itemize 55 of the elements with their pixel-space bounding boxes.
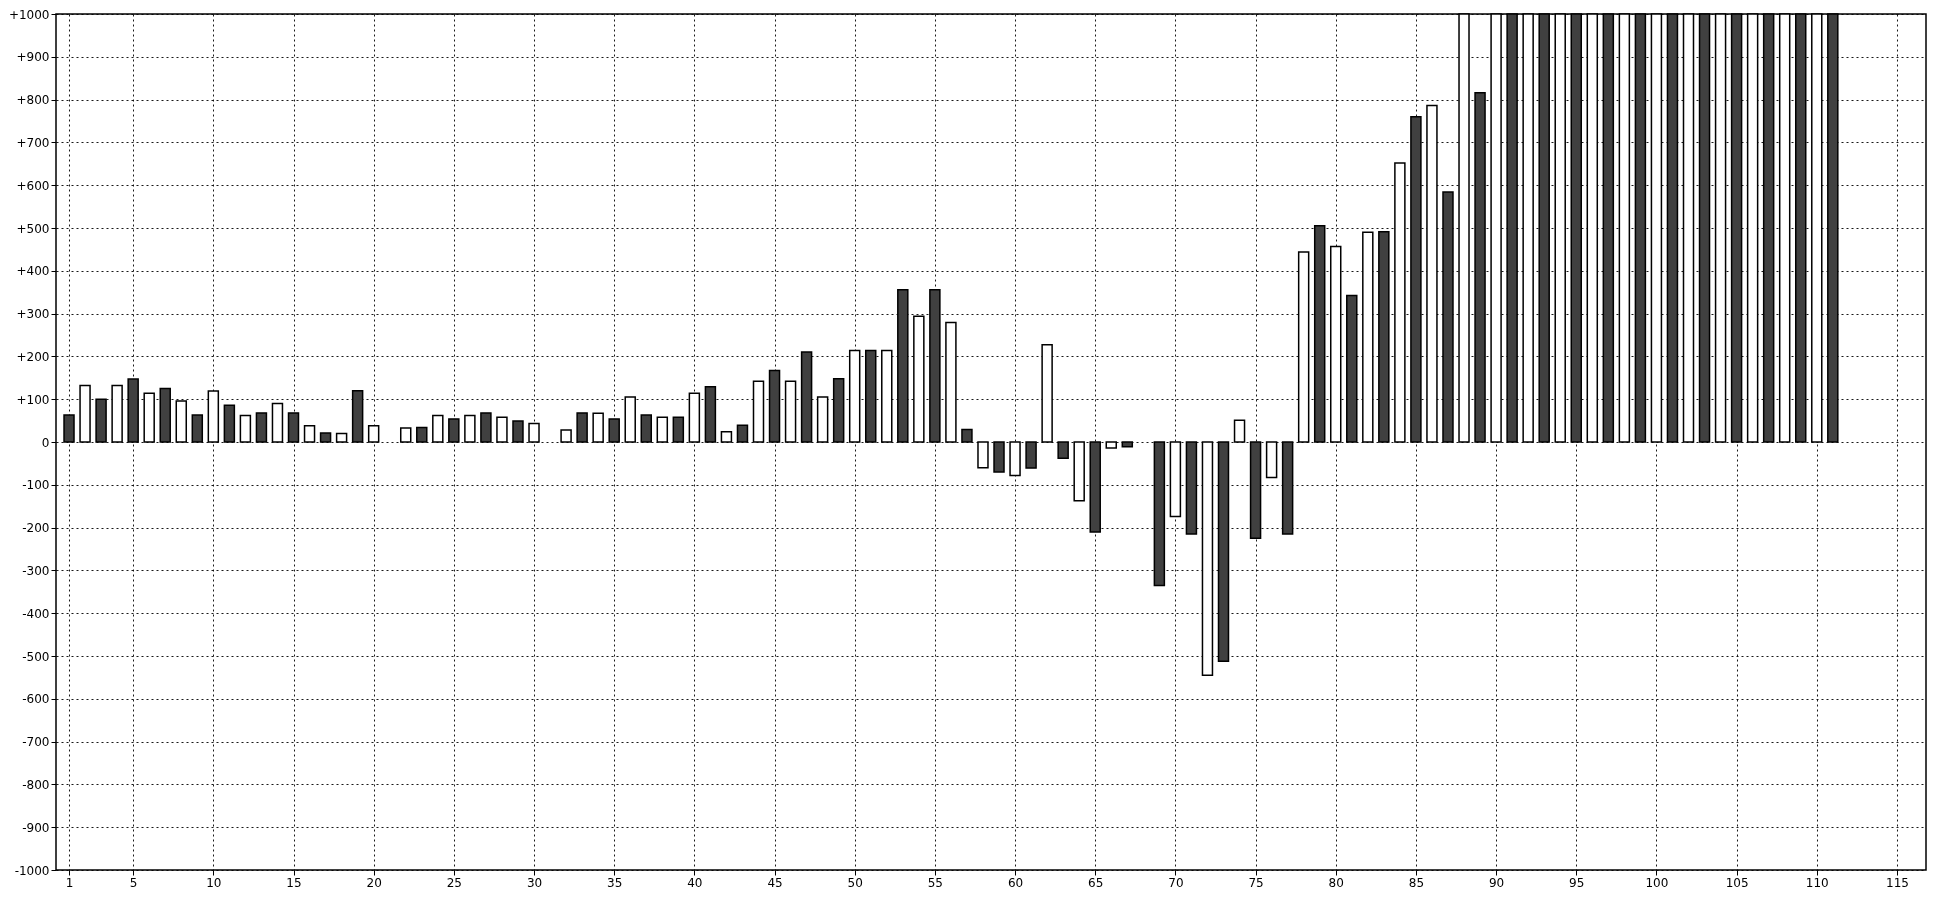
y-tick-label: -400 bbox=[22, 606, 50, 621]
bar bbox=[432, 414, 444, 443]
x-tick-label: 60 bbox=[1007, 875, 1024, 890]
x-tick-label: 30 bbox=[526, 875, 543, 890]
bar bbox=[1442, 191, 1454, 443]
x-tick-label: 50 bbox=[847, 875, 863, 890]
y-tick-label: -200 bbox=[22, 521, 50, 536]
y-tick-label: +800 bbox=[16, 93, 50, 108]
x-tick-label: 85 bbox=[1408, 875, 1425, 890]
x-tick-label: 110 bbox=[1805, 875, 1829, 890]
bar bbox=[977, 441, 989, 469]
x-tick-label: 90 bbox=[1488, 875, 1505, 890]
bar bbox=[897, 288, 909, 443]
y-tick-label: -500 bbox=[22, 649, 50, 664]
y-tick-label: -100 bbox=[22, 478, 50, 493]
x-tick-label: 25 bbox=[446, 875, 462, 890]
x-tick-label: 20 bbox=[366, 875, 382, 890]
x-tick-label: 70 bbox=[1168, 875, 1184, 890]
bar bbox=[496, 416, 508, 443]
y-tick-label: -1000 bbox=[14, 863, 50, 878]
y-tick-label: +400 bbox=[16, 264, 50, 279]
y-tick-label: -700 bbox=[22, 735, 50, 750]
x-tick-label: 5 bbox=[129, 875, 138, 890]
y-tick-label: -900 bbox=[22, 820, 50, 835]
x-tick-label: 100 bbox=[1645, 875, 1669, 890]
x-tick-label: 45 bbox=[767, 875, 783, 890]
bar bbox=[111, 384, 123, 443]
x-tick-label: 80 bbox=[1328, 875, 1344, 890]
x-tick-label: 10 bbox=[206, 875, 222, 890]
y-tick-label: 0 bbox=[41, 435, 50, 450]
bar bbox=[592, 412, 604, 443]
y-tick-label: +900 bbox=[16, 50, 50, 65]
y-tick-label: +200 bbox=[16, 349, 50, 364]
x-tick-label: 105 bbox=[1725, 875, 1749, 890]
bar bbox=[1362, 231, 1374, 443]
bar bbox=[1057, 441, 1069, 460]
y-tick-label: +100 bbox=[16, 392, 50, 407]
y-tick-label: +500 bbox=[16, 221, 50, 236]
x-tick-label: 75 bbox=[1248, 875, 1264, 890]
y-tick-label: +700 bbox=[16, 135, 50, 150]
x-tick-label: 115 bbox=[1886, 875, 1909, 890]
y-tick-label: -300 bbox=[22, 563, 50, 578]
y-tick-label: -600 bbox=[22, 692, 50, 707]
x-tick-label: 55 bbox=[927, 875, 944, 890]
x-tick-label: 1 bbox=[65, 875, 74, 890]
y-tick-label: +300 bbox=[16, 307, 50, 322]
y-tick-label: +1000 bbox=[8, 7, 50, 22]
x-tick-label: 65 bbox=[1088, 875, 1104, 890]
y-tick-label: +600 bbox=[16, 178, 50, 193]
x-tick-label: 40 bbox=[687, 875, 703, 890]
bar bbox=[512, 420, 524, 443]
x-tick-label: 15 bbox=[286, 875, 302, 890]
x-tick-label: 95 bbox=[1569, 875, 1585, 890]
y-tick-label: -800 bbox=[22, 777, 50, 792]
x-tick-label: 35 bbox=[607, 875, 623, 890]
